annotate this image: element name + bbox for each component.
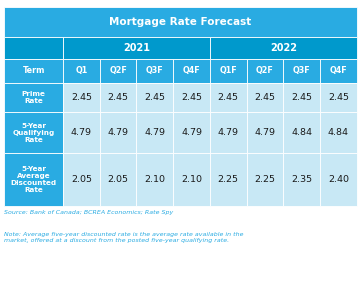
FancyBboxPatch shape <box>210 83 247 112</box>
FancyBboxPatch shape <box>4 59 63 83</box>
Text: 2.05: 2.05 <box>71 175 92 184</box>
Text: 2021: 2021 <box>123 43 150 53</box>
Text: Prime
Rate: Prime Rate <box>22 91 45 104</box>
Text: Mortgage Rate Forecast: Mortgage Rate Forecast <box>109 17 252 27</box>
FancyBboxPatch shape <box>283 153 320 206</box>
FancyBboxPatch shape <box>173 83 210 112</box>
FancyBboxPatch shape <box>136 59 173 83</box>
Text: 4.79: 4.79 <box>144 128 165 137</box>
Text: 4.79: 4.79 <box>218 128 239 137</box>
FancyBboxPatch shape <box>210 59 247 83</box>
FancyBboxPatch shape <box>210 37 357 59</box>
Text: 2022: 2022 <box>270 43 297 53</box>
Text: 5-Year
Average
Discounted
Rate: 5-Year Average Discounted Rate <box>10 166 57 193</box>
Text: 2.45: 2.45 <box>218 93 239 102</box>
Text: 2.45: 2.45 <box>71 93 92 102</box>
FancyBboxPatch shape <box>63 112 100 153</box>
FancyBboxPatch shape <box>4 83 63 112</box>
Text: 2.45: 2.45 <box>181 93 202 102</box>
Text: 4.79: 4.79 <box>108 128 129 137</box>
Text: 4.79: 4.79 <box>255 128 275 137</box>
FancyBboxPatch shape <box>4 37 63 59</box>
FancyBboxPatch shape <box>320 59 357 83</box>
FancyBboxPatch shape <box>100 112 136 153</box>
FancyBboxPatch shape <box>247 153 283 206</box>
FancyBboxPatch shape <box>283 112 320 153</box>
Text: Q4F: Q4F <box>330 66 347 75</box>
Text: 2.45: 2.45 <box>108 93 129 102</box>
FancyBboxPatch shape <box>320 83 357 112</box>
FancyBboxPatch shape <box>283 59 320 83</box>
FancyBboxPatch shape <box>4 7 357 37</box>
Text: Note: Average five-year discounted rate is the average rate available in the
mar: Note: Average five-year discounted rate … <box>4 232 244 242</box>
Text: 2.05: 2.05 <box>108 175 129 184</box>
Text: 2.10: 2.10 <box>144 175 165 184</box>
Text: 2.45: 2.45 <box>255 93 275 102</box>
Text: Q3F: Q3F <box>146 66 164 75</box>
FancyBboxPatch shape <box>247 83 283 112</box>
FancyBboxPatch shape <box>4 112 63 153</box>
FancyBboxPatch shape <box>283 83 320 112</box>
Text: 2.40: 2.40 <box>328 175 349 184</box>
FancyBboxPatch shape <box>4 153 63 206</box>
Text: 2.25: 2.25 <box>218 175 239 184</box>
Text: 2.45: 2.45 <box>291 93 312 102</box>
Text: Q2F: Q2F <box>256 66 274 75</box>
Text: 4.79: 4.79 <box>71 128 92 137</box>
FancyBboxPatch shape <box>100 153 136 206</box>
Text: 2.10: 2.10 <box>181 175 202 184</box>
Text: 4.84: 4.84 <box>291 128 312 137</box>
Text: 2.25: 2.25 <box>255 175 275 184</box>
FancyBboxPatch shape <box>136 112 173 153</box>
FancyBboxPatch shape <box>173 59 210 83</box>
FancyBboxPatch shape <box>247 59 283 83</box>
FancyBboxPatch shape <box>210 112 247 153</box>
FancyBboxPatch shape <box>173 112 210 153</box>
FancyBboxPatch shape <box>63 83 100 112</box>
Text: Q4F: Q4F <box>183 66 200 75</box>
Text: Q3F: Q3F <box>293 66 310 75</box>
Text: 2.45: 2.45 <box>144 93 165 102</box>
FancyBboxPatch shape <box>136 83 173 112</box>
FancyBboxPatch shape <box>320 112 357 153</box>
Text: Q2F: Q2F <box>109 66 127 75</box>
Text: Q1: Q1 <box>75 66 87 75</box>
FancyBboxPatch shape <box>320 153 357 206</box>
Text: Term: Term <box>22 66 45 75</box>
Text: 2.45: 2.45 <box>328 93 349 102</box>
Text: 2.35: 2.35 <box>291 175 312 184</box>
FancyBboxPatch shape <box>63 153 100 206</box>
Text: Q1F: Q1F <box>219 66 237 75</box>
Text: 4.84: 4.84 <box>328 128 349 137</box>
Text: 4.79: 4.79 <box>181 128 202 137</box>
FancyBboxPatch shape <box>136 153 173 206</box>
FancyBboxPatch shape <box>210 153 247 206</box>
FancyBboxPatch shape <box>173 153 210 206</box>
FancyBboxPatch shape <box>247 112 283 153</box>
FancyBboxPatch shape <box>100 83 136 112</box>
FancyBboxPatch shape <box>63 37 210 59</box>
FancyBboxPatch shape <box>100 59 136 83</box>
Text: Source: Bank of Canada; BCREA Economics; Rate Spy: Source: Bank of Canada; BCREA Economics;… <box>4 210 174 215</box>
FancyBboxPatch shape <box>63 59 100 83</box>
Text: 5-Year
Qualifying
Rate: 5-Year Qualifying Rate <box>13 122 55 143</box>
